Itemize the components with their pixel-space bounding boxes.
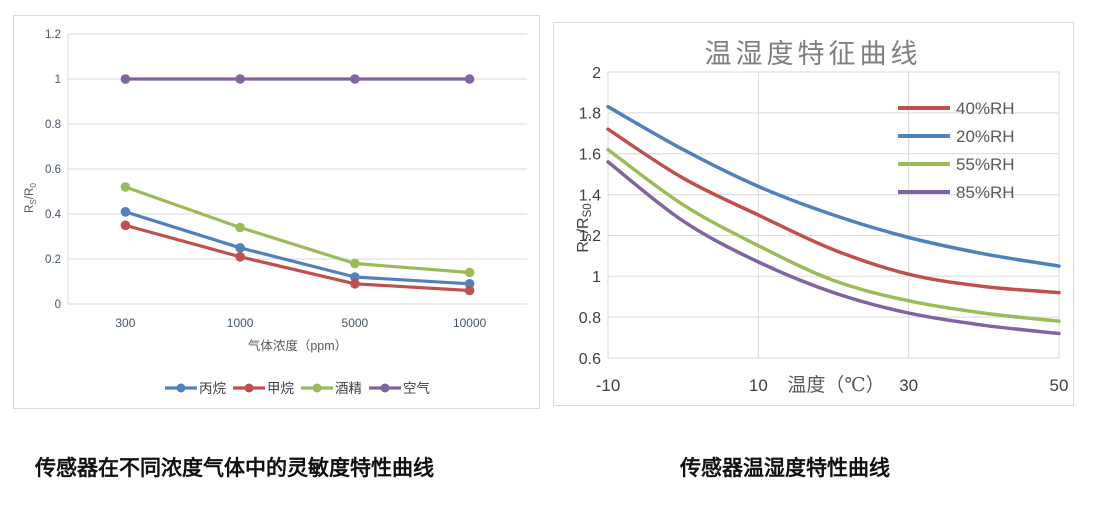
series-marker [235, 74, 245, 84]
y-tick-label: 1 [55, 74, 61, 86]
y-tick-label: 1.6 [579, 146, 601, 163]
x-axis-label: 温度（℃） [787, 374, 884, 396]
caption-gas-sensitivity: 传感器在不同浓度气体中的灵敏度特性曲线 [35, 456, 434, 480]
legend-marker [176, 383, 186, 393]
series-line [606, 104, 1061, 268]
series-line [123, 210, 472, 286]
series-marker [350, 258, 360, 269]
series-line [123, 223, 472, 293]
series-marker [120, 182, 131, 192]
series-marker [350, 279, 360, 289]
plot-border [607, 71, 1060, 359]
series-marker [235, 222, 245, 233]
series-line [606, 127, 1061, 295]
series-line [123, 185, 472, 275]
legend-marker [244, 383, 254, 393]
y-tick-label: 1.4 [579, 187, 601, 204]
y-tick-label: 0.2 [45, 254, 61, 266]
series-line [606, 160, 1061, 336]
legend-label: 20%RH [956, 127, 1015, 146]
x-tick-label: 30 [899, 376, 918, 395]
y-tick-label: 0.8 [45, 119, 61, 131]
caption-temp-humidity: 传感器温湿度特性曲线 [680, 456, 890, 480]
temp-humidity-chart-panel: 2 1.8 1.6 1.4 1.2 1 0.8 0.6 -10 10 30 50 温度（℃） RS/RS0… [553, 22, 1074, 406]
legend-label: 丙烷 [199, 381, 226, 396]
y-axis-label: RS/R0 [24, 183, 38, 213]
series-marker [120, 220, 131, 231]
legend-label: 甲烷 [267, 381, 294, 396]
gas-sensitivity-chart-svg: 1.2 1 0.8 0.6 0.4 0.2 0 300 1000 5000 10000 气体浓度（pp… [24, 29, 527, 396]
y-tick-label: 1.8 [579, 106, 601, 123]
x-tick-label: 10000 [453, 316, 487, 330]
series-line [606, 147, 1061, 323]
series-marker [350, 74, 360, 84]
x-tick-label: 50 [1050, 376, 1069, 395]
chart-title: 温湿度特征曲线 [705, 39, 922, 69]
y-tick-label: 1.2 [45, 29, 61, 41]
y-tick-label: 1.2 [579, 228, 601, 245]
legend-label: 40%RH [956, 99, 1015, 118]
y-tick-label: 0 [55, 299, 61, 311]
series-marker [235, 243, 245, 253]
legend-label: 85%RH [956, 183, 1015, 202]
x-tick-label: 1000 [227, 316, 254, 330]
x-tick-label: -10 [596, 376, 621, 395]
series-marker [464, 285, 475, 296]
y-tick-label: 0.8 [579, 310, 601, 327]
y-tick-label: 0.4 [45, 209, 62, 221]
series-marker [350, 272, 360, 282]
x-tick-label: 300 [115, 316, 135, 330]
series-marker [120, 207, 131, 217]
legend-marker [380, 383, 390, 393]
y-axis-label: RS/RS0 [575, 203, 594, 252]
temp-humidity-chart-svg: 2 1.8 1.6 1.4 1.2 1 0.8 0.6 -10 10 30 50 温度（℃） RS/RS0… [575, 39, 1069, 396]
legend-label: 55%RH [956, 155, 1015, 174]
gas-sensitivity-chart-panel: 1.2 1 0.8 0.6 0.4 0.2 0 300 1000 5000 10000 气体浓度（pp… [13, 15, 540, 409]
legend-label: 酒精 [335, 381, 362, 396]
series-marker [464, 74, 475, 84]
x-tick-label: 10 [749, 376, 768, 395]
x-tick-label: 5000 [342, 316, 369, 330]
series-marker [235, 252, 245, 262]
legend-label: 空气 [403, 381, 430, 396]
y-tick-label: 0.6 [579, 351, 601, 368]
y-tick-label: 1 [592, 269, 601, 286]
legend-marker [312, 383, 322, 393]
y-tick-label: 2 [592, 65, 601, 82]
y-tick-label: 0.6 [45, 164, 61, 176]
series-marker [120, 74, 131, 84]
series-marker [464, 279, 475, 289]
x-axis-label: 气体浓度（ppm） [248, 338, 347, 353]
series-marker [464, 267, 475, 278]
